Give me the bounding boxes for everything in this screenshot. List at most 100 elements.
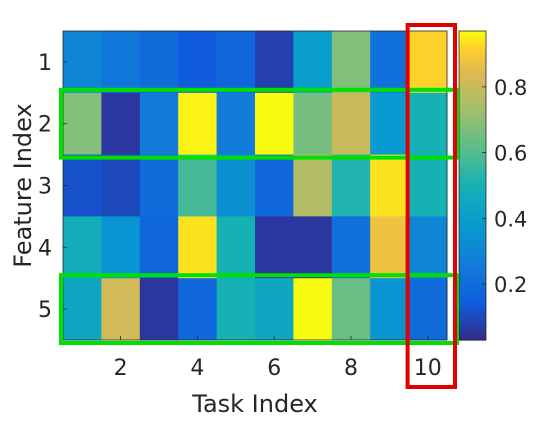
colorbar-segment [459,95,486,99]
colorbar-segment [459,77,486,81]
heatmap-cell [370,31,410,94]
heatmap-cell [63,216,102,279]
heatmap-cell [370,278,410,341]
colorbar-segment [459,154,486,158]
heatmap-cell [408,154,448,217]
colorbar-segment [459,51,486,55]
heatmap-cell [178,216,218,279]
heatmap-cell [331,31,371,94]
colorbar-segment [459,123,486,127]
colorbar-segment [459,97,486,102]
colorbar-segment [459,118,486,122]
colorbar-segment [459,291,486,295]
colorbar-segment [459,180,486,184]
y-tick-label: 5 [38,298,52,323]
colorbar-segment [459,231,486,236]
colorbar-segment [459,190,486,194]
colorbar-segment [459,270,486,274]
colorbar-segment [459,33,486,37]
heatmap-cell [63,154,102,217]
colorbar-segment [459,229,486,233]
heatmap-cell [139,92,179,156]
colorbar-segment [459,273,486,277]
heatmap-cell [255,154,294,217]
colorbar-segment [459,72,486,76]
colorbar-segment [459,249,486,254]
colorbar-segment [459,213,486,217]
colorbar-segment [459,293,486,297]
heatmap-cell [331,154,371,217]
colorbar-segment [459,255,486,259]
heatmap-cell [101,216,141,279]
colorbar-segment [459,128,486,133]
heatmap-cell [255,278,294,341]
colorbar-segment [459,74,486,78]
colorbar-segment [459,195,486,199]
colorbar-segment [459,334,486,339]
colorbar-segment [459,319,486,323]
heatmap-cell [408,92,448,156]
x-tick-label: 2 [114,356,128,381]
colorbar-segment [459,167,486,171]
colorbar-segment [459,85,486,89]
x-axis-ticks: 2 4 6 8 10 [114,336,442,381]
colorbar-segment [459,41,486,45]
colorbar-segment [459,221,486,225]
colorbar-segment [459,46,486,50]
colorbar-segment [459,314,486,318]
colorbar-segment [459,242,486,246]
colorbar-segment [459,283,486,287]
colorbar-segment [459,113,486,117]
colorbar-segment [459,108,486,112]
y-tick-label: 4 [38,236,52,261]
heatmap-cell [139,278,179,341]
heatmap-cell [331,278,371,341]
colorbar-tick-label: 0.8 [494,76,527,100]
heatmap-cell [101,154,141,217]
colorbar-segment [459,185,486,189]
heatmap-cell [408,278,448,341]
colorbar-segment [459,61,486,66]
heatmap-cell [216,92,256,156]
y-tick-label: 3 [38,175,52,200]
colorbar-segment [459,162,486,166]
heatmap-cell [178,278,218,341]
colorbar-segment [459,247,486,251]
colorbar-tick-label: 0.2 [494,273,527,297]
colorbar-segment [459,38,486,42]
heatmap-cell [331,216,371,279]
colorbar-segment [459,321,486,326]
colorbar-segment [459,285,486,290]
colorbar-segment [459,206,486,210]
heatmap-cell [255,92,294,156]
colorbar-segment [459,157,486,161]
highlight-boxes [59,23,459,389]
colorbar-segment [459,265,486,269]
colorbar-segment [459,337,486,341]
colorbar-segment [459,198,486,202]
colorbar-segment [459,275,486,279]
colorbar-segment [459,324,486,328]
colorbar-segment [459,59,486,63]
colorbar-segment [459,296,486,300]
colorbar-segment [459,244,486,248]
colorbar-segment [459,306,486,310]
heatmap-cell [101,278,141,341]
colorbar-segment [459,188,486,192]
colorbar-segment [459,152,486,156]
colorbar-tick-label: 0.6 [494,142,527,166]
colorbar-segment [459,103,486,107]
colorbar-segment [459,208,486,212]
colorbar-segment [459,237,486,241]
colorbar-segment [459,298,486,302]
colorbar-segment [459,267,486,272]
column-highlight-box [405,23,458,389]
colorbar-segment [459,303,486,308]
colorbar-segment [459,278,486,282]
colorbar-segment [459,54,486,58]
colorbar-segment [459,260,486,264]
heatmap-cell [216,154,256,217]
heatmap-cell [101,92,141,156]
colorbar-segment [459,100,486,104]
